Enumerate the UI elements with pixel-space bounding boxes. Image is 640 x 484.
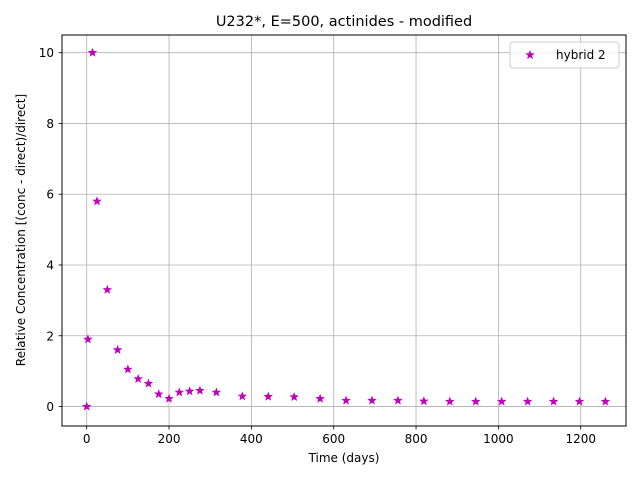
data-point — [600, 396, 611, 406]
x-tick-label: 800 — [405, 432, 428, 446]
y-axis-label: Relative Concentration [(conc - direct)/… — [14, 94, 28, 366]
x-tick-label: 600 — [322, 432, 345, 446]
x-tick-label: 200 — [158, 432, 181, 446]
legend-box — [509, 41, 620, 69]
data-point — [237, 391, 248, 401]
data-point — [548, 396, 559, 406]
data-point — [87, 47, 98, 57]
x-tick-label: 400 — [240, 432, 263, 446]
data-point — [263, 391, 274, 401]
data-point — [174, 387, 185, 397]
y-tick-label: 4 — [46, 259, 54, 273]
data-point — [341, 395, 351, 405]
plot-frame — [61, 34, 627, 427]
data-point — [522, 396, 533, 406]
data-point — [211, 387, 222, 397]
data-point — [81, 401, 92, 411]
data-point — [289, 391, 299, 402]
data-point — [143, 378, 154, 388]
data-point — [315, 393, 325, 403]
data-point — [164, 393, 174, 403]
x-tick-label: 1200 — [565, 432, 596, 446]
data-point — [393, 395, 403, 405]
x-axis-label: Time (days) — [308, 451, 380, 465]
data-point — [133, 373, 143, 383]
y-tick-label: 0 — [46, 400, 54, 414]
y-axis: 0 2 4 6 8 10 — [39, 46, 62, 414]
legend-marker — [525, 50, 535, 60]
data-point — [367, 395, 377, 405]
data-point — [184, 386, 195, 396]
data-point — [153, 389, 164, 399]
data-point — [445, 396, 455, 406]
x-tick-label: 1000 — [483, 432, 514, 446]
chart-title: U232*, E=500, actinides - modified — [216, 14, 472, 30]
data-point — [496, 396, 507, 406]
x-axis: 0 200 400 600 800 1000 1200 — [83, 426, 596, 446]
data-point — [92, 196, 102, 206]
data-point — [470, 396, 481, 406]
y-tick-label: 6 — [46, 188, 54, 202]
data-point — [112, 344, 123, 354]
data-points — [81, 47, 611, 411]
data-point — [574, 396, 585, 406]
legend: hybrid 2 — [509, 41, 620, 69]
legend-label: hybrid 2 — [556, 48, 606, 62]
data-point — [195, 385, 205, 395]
data-point — [419, 396, 429, 406]
y-tick-label: 10 — [39, 46, 54, 60]
y-tick-label: 2 — [46, 329, 54, 343]
data-point — [83, 334, 93, 344]
data-point — [102, 284, 113, 294]
data-point — [123, 364, 133, 374]
y-tick-label: 8 — [46, 117, 54, 131]
x-tick-label: 0 — [83, 432, 91, 446]
